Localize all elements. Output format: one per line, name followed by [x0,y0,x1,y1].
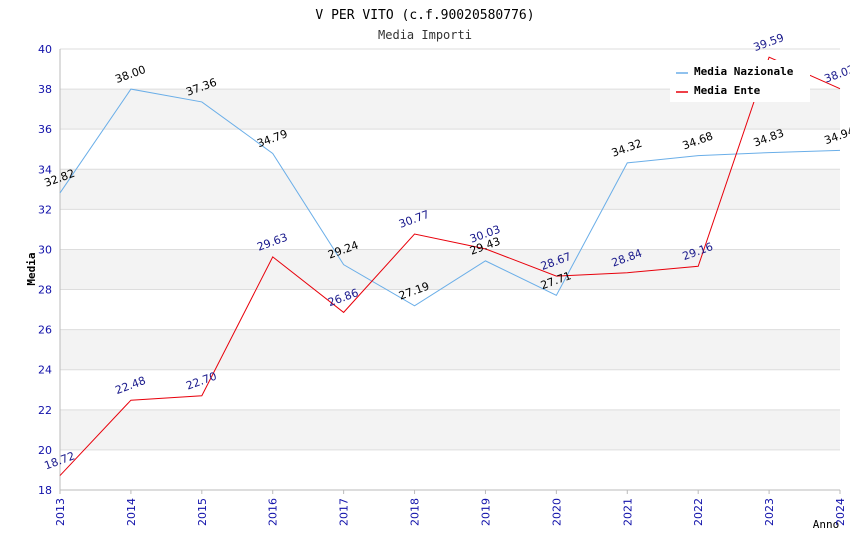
x-tick-labels: 2013 2014 2015 2016 2017 2018 2019 2020 2021 2022… [54,498,847,526]
y-tick-labels: 18 20 22 24 26 28 30 32 34 36 38 40 [38,43,52,497]
legend-label-media-nazionale: Media Nazionale [694,65,794,78]
x-tick-label: 2015 [196,498,209,526]
y-tick-label: 28 [38,284,52,297]
grid-band [60,289,840,330]
y-tick-label: 34 [38,163,52,176]
y-axis-label: Media [25,252,38,285]
grid-bands [60,49,840,490]
grid-band [60,129,840,170]
grid-band [60,409,840,450]
x-tick-label: 2013 [54,498,67,526]
y-tick-label: 32 [38,203,52,216]
x-tick-label: 2019 [479,498,492,526]
y-tick-label: 18 [38,484,52,497]
series-line-media-ente [59,56,841,476]
grid-band [60,449,840,490]
x-axis-label: Anno [813,518,840,531]
y-tick-label: 30 [38,243,52,256]
x-tick-label: 2020 [550,498,563,526]
chart-title: V PER VITO (c.f.90020580776) [315,8,534,23]
grid-band [60,369,840,410]
series-lines [59,56,841,476]
y-tick-label: 38 [38,83,52,96]
x-tick-label: 2018 [409,498,422,526]
axes [59,49,841,494]
x-tick-label: 2024 [834,498,847,526]
legend-label-media-ente: Media Ente [694,84,761,97]
y-tick-label: 20 [38,444,52,457]
y-tick-label: 26 [38,324,52,337]
grid-band [60,329,840,370]
x-tick-label: 2014 [125,498,138,526]
x-tick-label: 2017 [338,498,351,526]
x-tick-label: 2016 [267,498,280,526]
legend: Media Nazionale Media Ente [670,60,810,102]
y-tick-label: 36 [38,123,52,136]
x-tick-label: 2021 [621,498,634,526]
series-line-media-nazionale [59,88,841,307]
chart-subtitle: Media Importi [378,28,472,42]
x-tick-label: 2023 [763,498,776,526]
y-tick-label: 22 [38,404,52,417]
grid-band [60,209,840,250]
legend-box [670,60,810,102]
y-tick-label: 40 [38,43,52,56]
x-tick-label: 2022 [692,498,705,526]
grid-band [60,169,840,210]
y-tick-label: 24 [38,364,52,377]
